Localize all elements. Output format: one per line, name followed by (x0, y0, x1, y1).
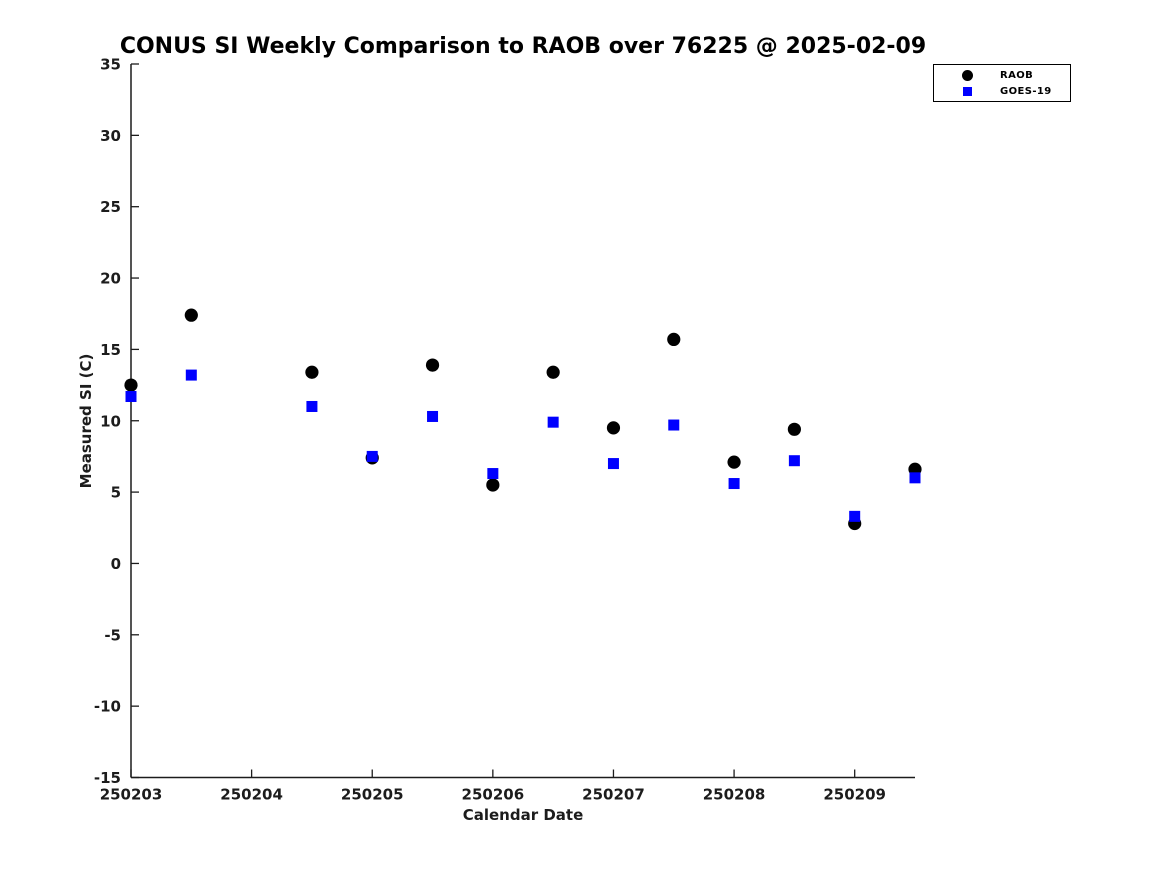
goes19-point (427, 410, 439, 422)
x-axis-label: Calendar Date (463, 806, 584, 824)
legend-label-raob: RAOB (1000, 69, 1034, 81)
y-tick-label: 5 (111, 484, 121, 502)
raob-circle-icon (961, 69, 973, 81)
x-tick-label: 250205 (341, 786, 404, 804)
raob-point (787, 422, 801, 436)
goes19-point (668, 419, 680, 431)
raob-point (667, 332, 681, 347)
y-axis-label: Measured SI (C) (77, 354, 95, 489)
y-axis-ticks: -15 -10 -5 0 5 10 15 20 25 30 35 (94, 56, 139, 787)
y-tick-label: -5 (104, 626, 121, 644)
goes19-point (547, 416, 559, 428)
chart-title: CONUS SI Weekly Comparison to RAOB over … (120, 34, 926, 59)
legend-item-raob: RAOB (934, 67, 1070, 83)
raob-point (486, 478, 500, 492)
x-axis-ticks: 250203 250204 250205 250206 250207 250208 2502… (100, 769, 886, 804)
raob-point (184, 308, 198, 322)
raob-point (546, 365, 560, 379)
goes19-square-icon (962, 86, 972, 96)
y-tick-label: 15 (100, 341, 121, 359)
goes19-point (607, 458, 619, 470)
y-tick-label: 30 (100, 127, 121, 145)
legend-item-goes19: GOES-19 (934, 83, 1070, 99)
goes19-point (306, 400, 318, 412)
legend-label-goes19: GOES-19 (1000, 85, 1052, 97)
raob-point (425, 358, 440, 372)
data-points (124, 308, 922, 531)
x-tick-label: 250204 (220, 786, 283, 804)
goes19-point (185, 369, 197, 381)
y-tick-label: -10 (94, 698, 121, 716)
y-tick-label: 20 (100, 270, 121, 288)
legend: RAOB GOES-19 (933, 64, 1071, 102)
raob-point (305, 365, 319, 379)
y-tick-label: 10 (100, 412, 121, 430)
goes19-point (125, 390, 137, 402)
goes19-point (909, 472, 921, 484)
raob-point (606, 421, 621, 435)
x-tick-label: 250206 (462, 786, 525, 804)
raob-point (727, 455, 741, 469)
x-tick-label: 250203 (100, 786, 163, 804)
y-tick-label: 0 (111, 555, 121, 573)
raob-point (124, 378, 138, 392)
goes19-point (849, 510, 861, 522)
goes19-point (487, 468, 499, 480)
x-tick-label: 250207 (582, 786, 645, 804)
y-tick-label: 25 (100, 198, 121, 216)
goes19-point (728, 478, 740, 490)
legend-marker-cell (934, 86, 1000, 96)
x-tick-label: 250208 (703, 786, 766, 804)
goes19-point (366, 450, 378, 462)
goes19-point (788, 455, 800, 467)
y-tick-label: 35 (100, 56, 121, 74)
x-tick-label: 250209 (823, 786, 886, 804)
legend-marker-cell (934, 69, 1000, 81)
y-tick-label: -15 (94, 769, 121, 787)
